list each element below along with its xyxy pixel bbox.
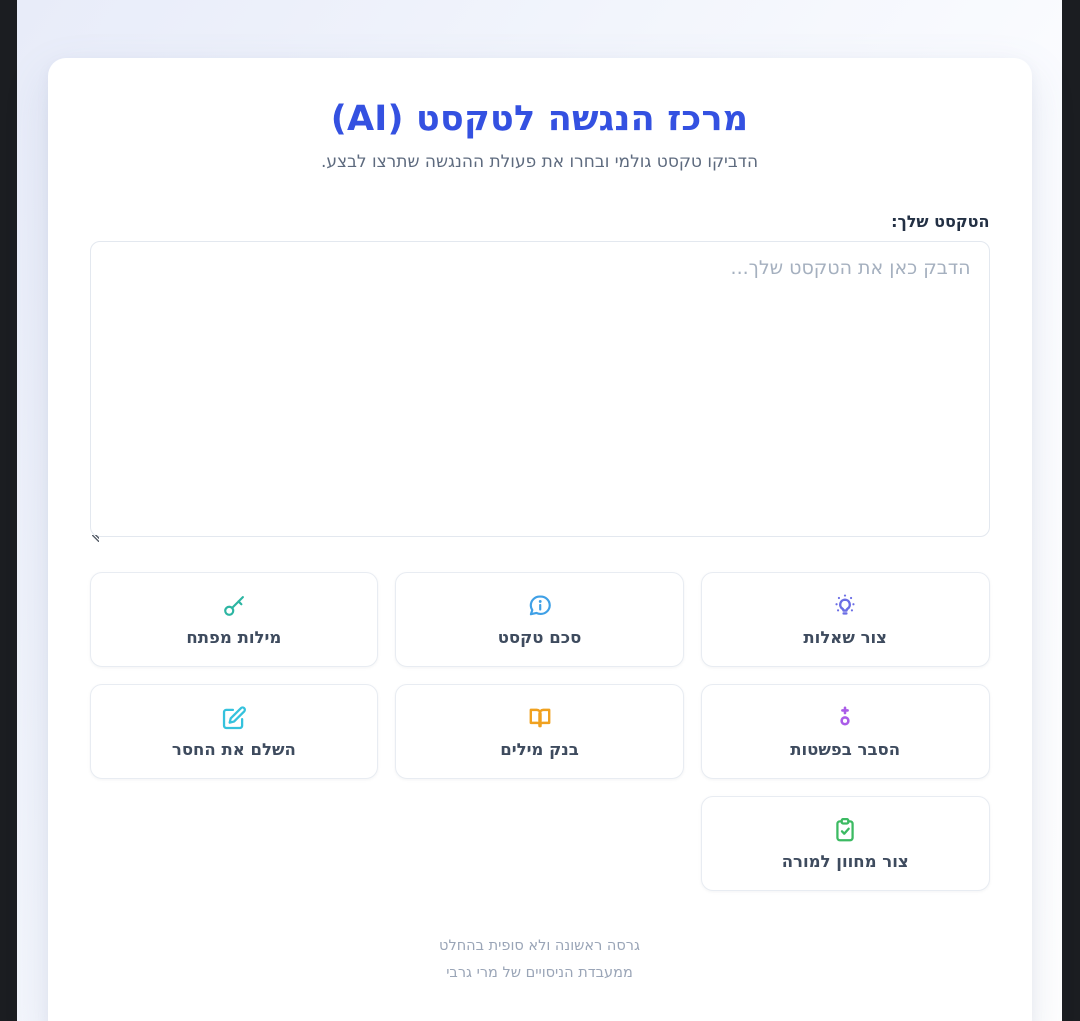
action-button-teacher-rubric[interactable]: צור מחוון למורה bbox=[700, 796, 990, 892]
sparkle-icon bbox=[832, 705, 858, 731]
action-button-create-questions[interactable]: צור שאלות bbox=[700, 572, 990, 668]
action-button-label: השלם את החסר bbox=[171, 739, 296, 759]
action-button-label: צור שאלות bbox=[803, 627, 887, 647]
clipboard-check-icon bbox=[832, 817, 858, 843]
textarea-resize-handle[interactable] bbox=[91, 535, 99, 543]
text-input-label: הטקסט שלך: bbox=[891, 212, 990, 232]
source-text-input[interactable] bbox=[89, 241, 990, 538]
info-bubble-icon bbox=[527, 593, 553, 619]
edit-icon bbox=[221, 705, 247, 731]
page-title: מרכז הנגשה לטקסט (AI) bbox=[330, 99, 749, 139]
action-button-label: הסבר בפשטות bbox=[790, 739, 901, 759]
footer-version-note: גרסה ראשונה ולא סופית בהחלט bbox=[439, 938, 640, 955]
footer-credit-note: ממעבדת הניסויים של מרי גרבי bbox=[446, 965, 633, 982]
action-button-label: בנק מילים bbox=[500, 739, 579, 759]
action-button-summarize-text[interactable]: סכם טקסט bbox=[395, 572, 684, 668]
action-button-label: סכם טקסט bbox=[497, 627, 582, 647]
action-button-label: צור מחוון למורה bbox=[781, 851, 909, 871]
action-button-word-bank[interactable]: בנק מילים bbox=[395, 684, 684, 780]
action-button-label: מילות מפתח bbox=[186, 627, 282, 647]
action-button-explain-simply[interactable]: הסבר בפשטות bbox=[700, 684, 990, 780]
action-button-fill-in-blanks[interactable]: השלם את החסר bbox=[89, 684, 379, 780]
text-input-wrapper bbox=[89, 241, 990, 543]
actions-grid: צור שאלות סכם טקסט מילות מפתח הסבר בפשטות בנ… bbox=[89, 572, 990, 892]
page-subtitle: הדביקו טקסט גולמי ובחרו את פעולת ההנגשה … bbox=[320, 152, 759, 173]
action-button-keywords[interactable]: מילות מפתח bbox=[89, 572, 379, 668]
open-book-icon bbox=[527, 705, 553, 731]
footer: גרסה ראשונה ולא סופית בהחלט ממעבדת הניסו… bbox=[90, 933, 990, 987]
key-icon bbox=[221, 593, 247, 619]
lightbulb-icon bbox=[832, 593, 858, 619]
app-background: מרכז הנגשה לטקסט (AI) הדביקו טקסט גולמי … bbox=[17, 0, 1062, 1021]
main-card: מרכז הנגשה לטקסט (AI) הדביקו טקסט גולמי … bbox=[47, 58, 1032, 1021]
